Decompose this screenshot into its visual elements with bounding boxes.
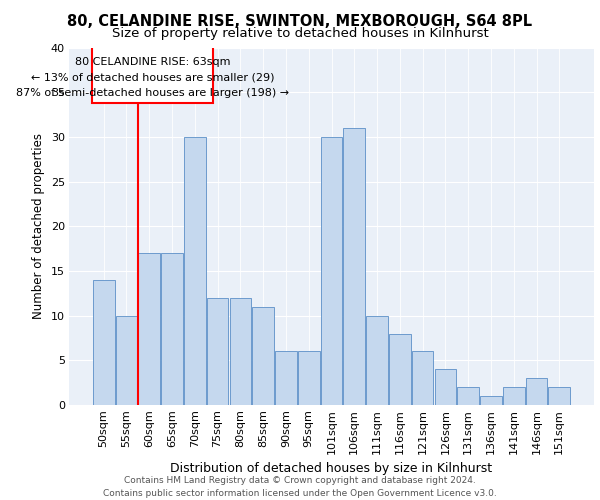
Text: 87% of semi-detached houses are larger (198) →: 87% of semi-detached houses are larger (… <box>16 88 289 98</box>
Bar <box>480 396 502 405</box>
Bar <box>389 334 410 405</box>
Bar <box>207 298 229 405</box>
Bar <box>412 352 433 405</box>
Text: Size of property relative to detached houses in Kilnhurst: Size of property relative to detached ho… <box>112 28 488 40</box>
Bar <box>320 137 343 405</box>
Bar <box>92 46 213 103</box>
Bar <box>253 306 274 405</box>
X-axis label: Distribution of detached houses by size in Kilnhurst: Distribution of detached houses by size … <box>170 462 493 475</box>
Bar <box>230 298 251 405</box>
Text: 80 CELANDINE RISE: 63sqm: 80 CELANDINE RISE: 63sqm <box>75 56 230 66</box>
Bar <box>116 316 137 405</box>
Bar <box>366 316 388 405</box>
Bar <box>548 387 570 405</box>
Bar <box>139 253 160 405</box>
Bar <box>526 378 547 405</box>
Bar <box>275 352 297 405</box>
Bar <box>503 387 524 405</box>
Bar <box>457 387 479 405</box>
Bar <box>434 369 456 405</box>
Y-axis label: Number of detached properties: Number of detached properties <box>32 133 45 320</box>
Text: ← 13% of detached houses are smaller (29): ← 13% of detached houses are smaller (29… <box>31 72 274 82</box>
Bar <box>184 137 206 405</box>
Text: 80, CELANDINE RISE, SWINTON, MEXBOROUGH, S64 8PL: 80, CELANDINE RISE, SWINTON, MEXBOROUGH,… <box>67 14 533 29</box>
Text: Contains HM Land Registry data © Crown copyright and database right 2024.
Contai: Contains HM Land Registry data © Crown c… <box>103 476 497 498</box>
Bar <box>161 253 183 405</box>
Bar <box>343 128 365 405</box>
Bar <box>93 280 115 405</box>
Bar <box>298 352 320 405</box>
